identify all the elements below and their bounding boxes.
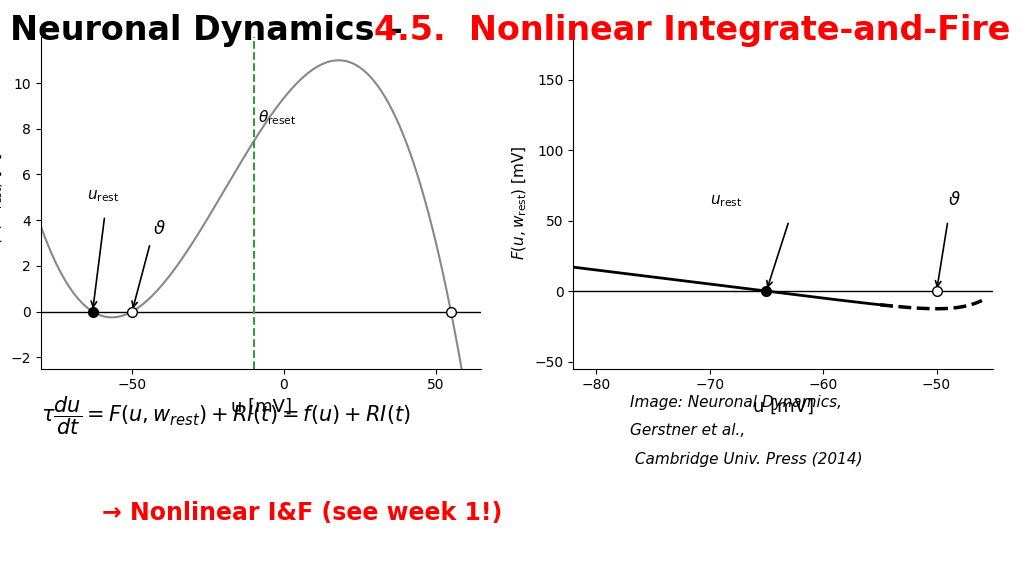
Text: $\vartheta$: $\vartheta$ <box>948 191 961 210</box>
Text: $\vartheta$: $\vartheta$ <box>154 221 166 238</box>
Text: Neuronal Dynamics –: Neuronal Dynamics – <box>10 14 415 47</box>
Text: $\theta_{\rm reset}$: $\theta_{\rm reset}$ <box>258 108 297 127</box>
X-axis label: u [mV]: u [mV] <box>230 398 292 416</box>
Text: 4.5.  Nonlinear Integrate-and-Fire Model: 4.5. Nonlinear Integrate-and-Fire Model <box>374 14 1024 47</box>
Text: Gerstner et al.,: Gerstner et al., <box>630 423 745 438</box>
Text: $\tau \dfrac{du}{dt} = F(u,w_{rest}) + RI(t) = f(u) + RI(t)$: $\tau \dfrac{du}{dt} = F(u,w_{rest}) + R… <box>41 395 411 437</box>
Text: → Nonlinear I&F (see week 1!): → Nonlinear I&F (see week 1!) <box>102 501 503 525</box>
Text: $u_{\rm rest}$: $u_{\rm rest}$ <box>710 194 741 210</box>
Y-axis label: $F(u, w_{\rm rest})$ [V]: $F(u, w_{\rm rest})$ [V] <box>0 153 5 253</box>
X-axis label: u [mV]: u [mV] <box>753 398 814 416</box>
Text: Cambridge Univ. Press (2014): Cambridge Univ. Press (2014) <box>630 452 862 467</box>
Text: Image: Neuronal Dynamics,: Image: Neuronal Dynamics, <box>630 395 842 410</box>
Text: $u_{\rm rest}$: $u_{\rm rest}$ <box>86 188 119 204</box>
Y-axis label: $F(u, w_{\rm rest})$ [mV]: $F(u, w_{\rm rest})$ [mV] <box>511 146 529 260</box>
